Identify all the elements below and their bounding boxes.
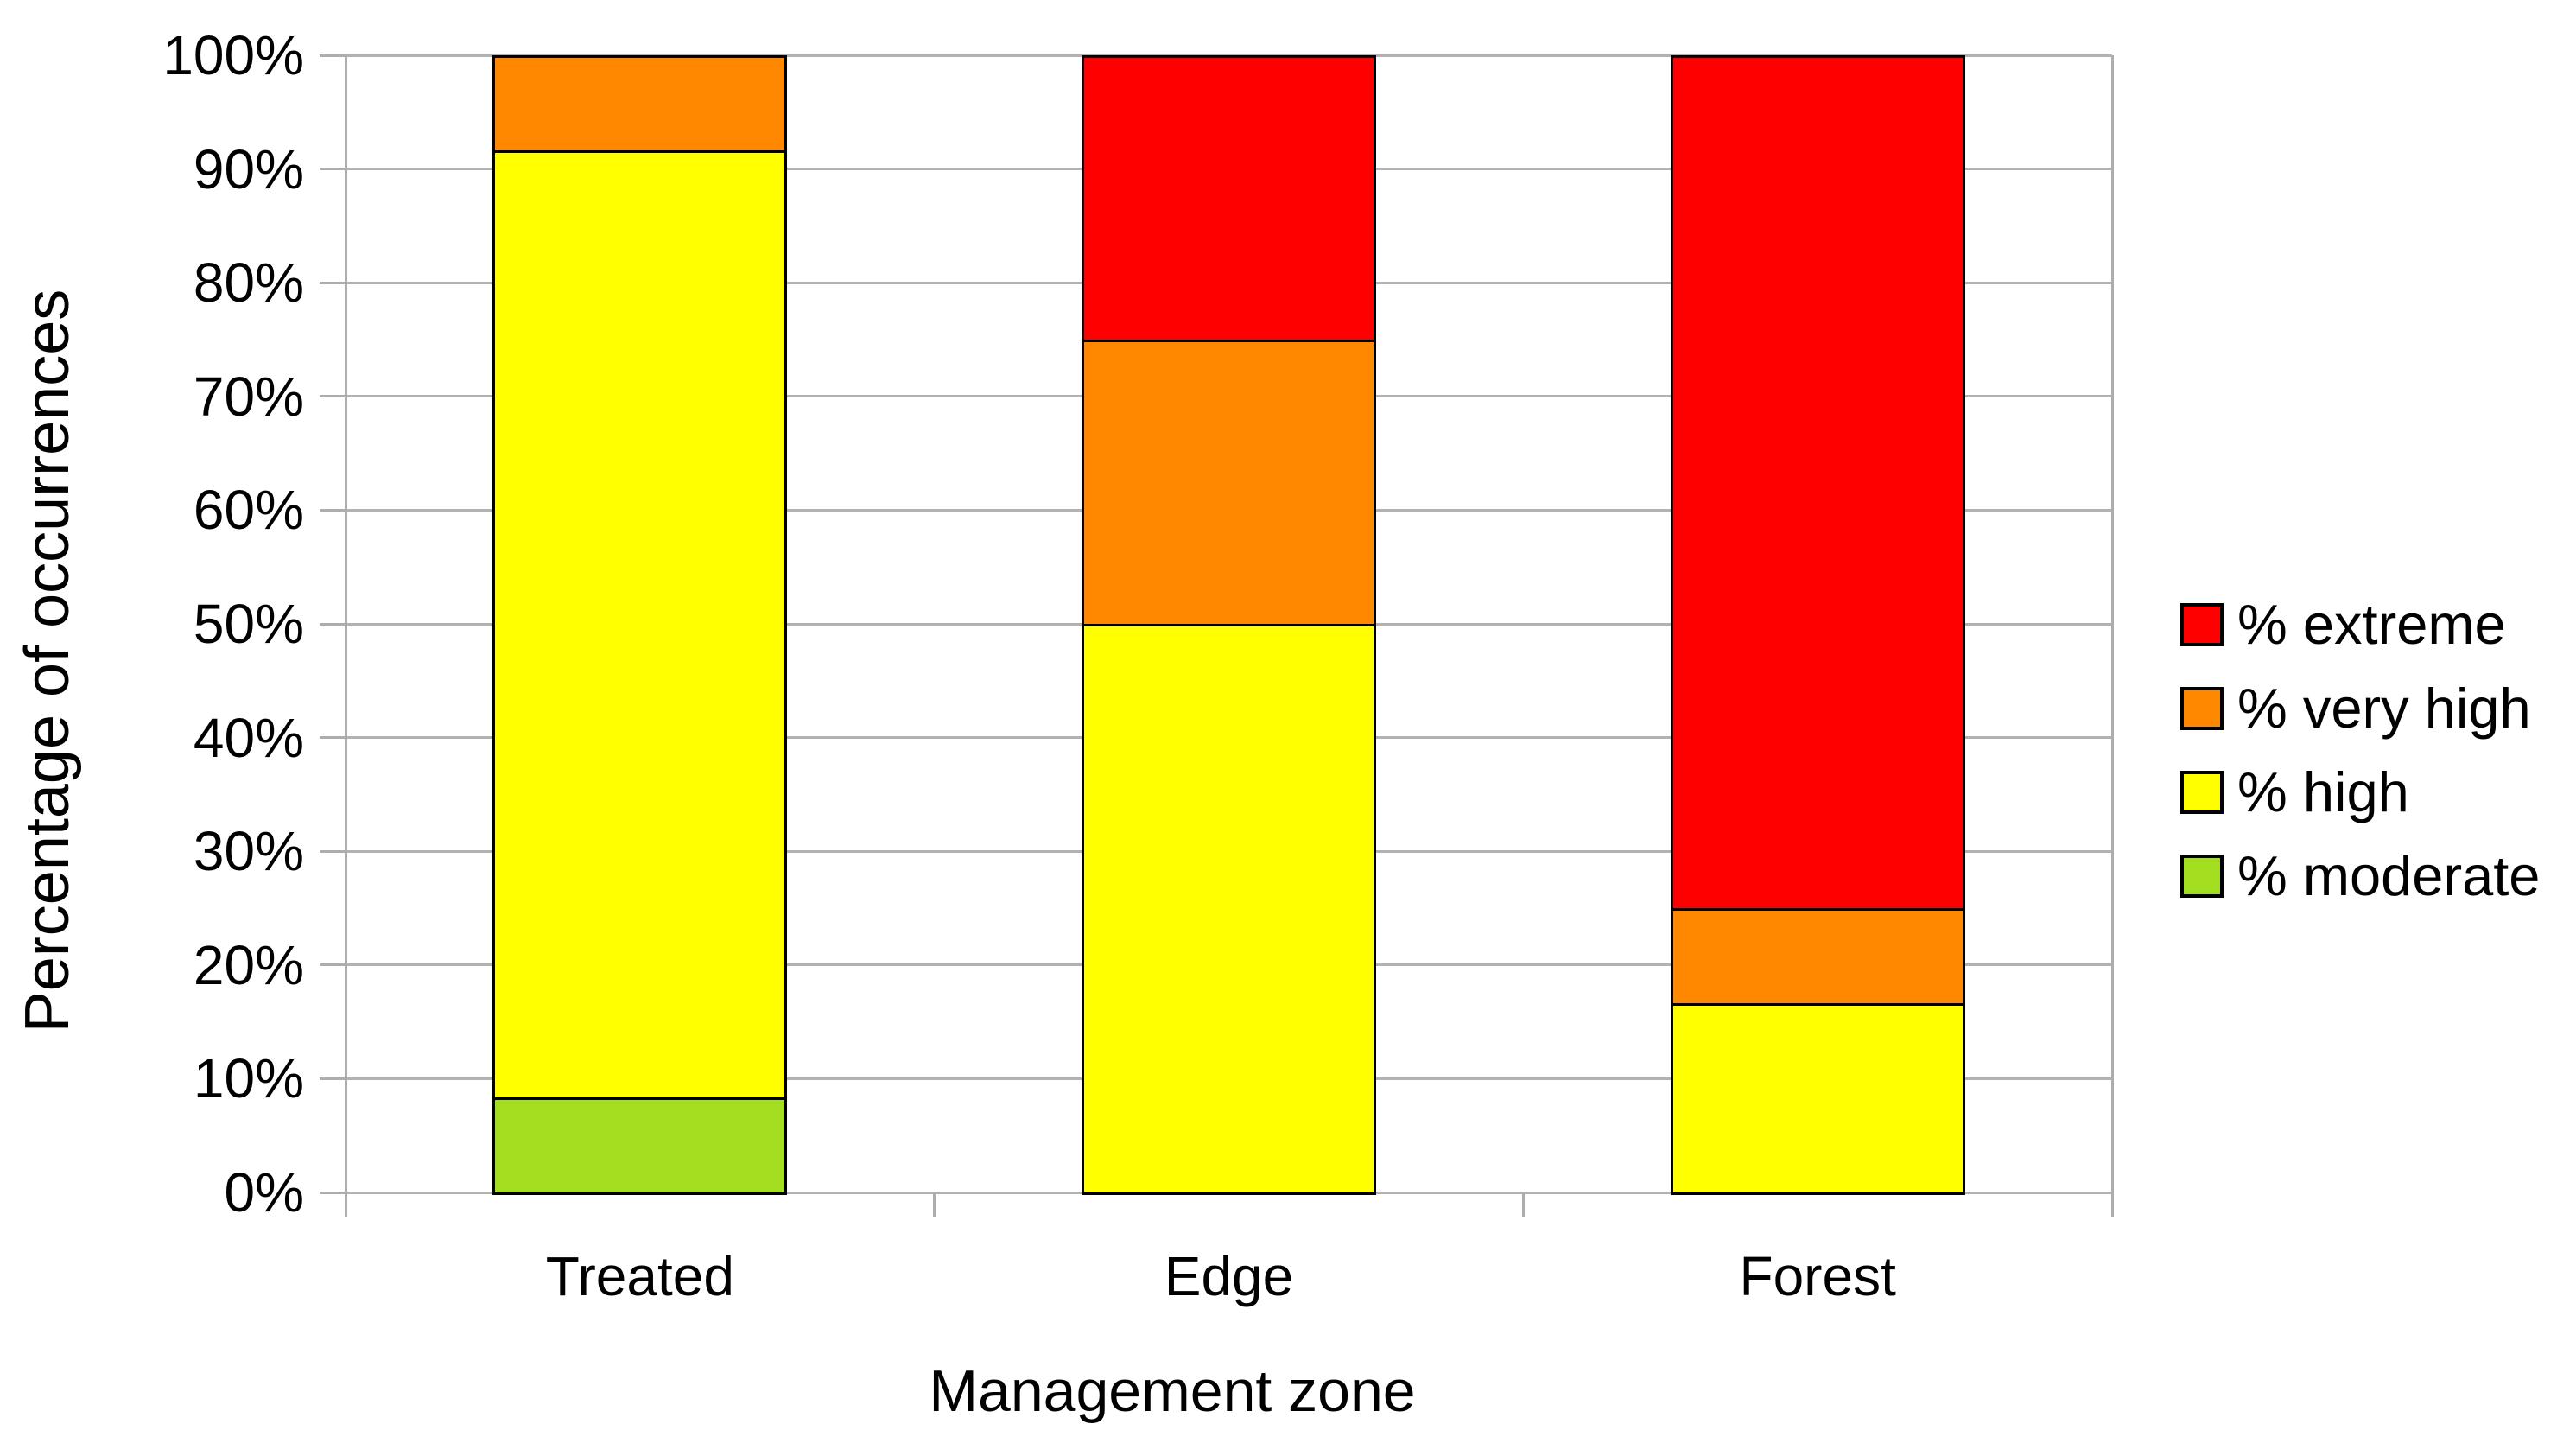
legend-label: % moderate	[2237, 844, 2541, 907]
y-tick-label: 100%	[162, 24, 304, 86]
y-axis-tick	[320, 1077, 346, 1080]
legend-swatch-extreme	[2180, 603, 2224, 646]
x-axis-tick	[1521, 1192, 1525, 1217]
y-tick-label: 30%	[193, 820, 304, 883]
y-axis-tick	[320, 1191, 346, 1194]
bar-segment-edge-high	[1082, 624, 1376, 1195]
bar-segment-forest-extreme	[1670, 55, 1965, 911]
x-tick-label: Forest	[1739, 1245, 1896, 1307]
legend-item: % extreme	[2180, 593, 2540, 656]
legend-swatch-moderate	[2180, 855, 2224, 898]
y-tick-label: 90%	[193, 137, 304, 200]
plot-right-border	[2110, 55, 2114, 1217]
legend-swatch-high	[2180, 771, 2224, 814]
y-axis-tick	[320, 963, 346, 967]
y-axis-tick	[320, 622, 346, 626]
y-tick-label: 70%	[193, 365, 304, 428]
x-axis-title: Management zone	[929, 1358, 1416, 1424]
y-axis-title: Percentage of occurrences	[13, 289, 82, 1033]
x-axis-tick	[933, 1192, 936, 1217]
y-tick-label: 60%	[193, 479, 304, 542]
legend-item: % very high	[2180, 677, 2540, 740]
legend-item: % high	[2180, 760, 2540, 823]
y-axis-tick	[320, 736, 346, 740]
bar-segment-forest-veryhigh	[1670, 908, 1965, 1006]
y-tick-label: 40%	[193, 706, 304, 769]
y-axis-tick	[320, 849, 346, 853]
bar-segment-forest-high	[1670, 1002, 1965, 1195]
bar-segment-treated-moderate	[492, 1097, 788, 1195]
legend-label: % high	[2237, 760, 2409, 823]
bar-segment-treated-veryhigh	[492, 55, 788, 153]
y-tick-label: 0%	[224, 1161, 305, 1224]
bar-segment-edge-veryhigh	[1082, 340, 1376, 626]
y-axis-tick	[320, 281, 346, 284]
bar-segment-edge-extreme	[1082, 55, 1376, 342]
legend-swatch-veryhigh	[2180, 687, 2224, 730]
y-tick-label: 20%	[193, 933, 304, 996]
x-tick-label: Edge	[1164, 1245, 1294, 1307]
y-tick-label: 50%	[193, 593, 304, 655]
y-axis-tick	[320, 168, 346, 171]
legend-item: % moderate	[2180, 844, 2541, 907]
y-tick-label: 80%	[193, 251, 304, 315]
y-axis-line	[344, 55, 347, 1217]
legend-label: % very high	[2237, 677, 2531, 740]
bar-segment-treated-high	[492, 149, 788, 1101]
legend-label: % extreme	[2237, 593, 2506, 656]
y-axis-tick	[320, 54, 346, 57]
y-axis-tick	[320, 508, 346, 512]
x-tick-label: Treated	[545, 1245, 734, 1307]
y-tick-label: 10%	[193, 1047, 304, 1110]
y-axis-tick	[320, 395, 346, 398]
legend: % extreme % very high % high % moderate	[2180, 593, 2541, 938]
